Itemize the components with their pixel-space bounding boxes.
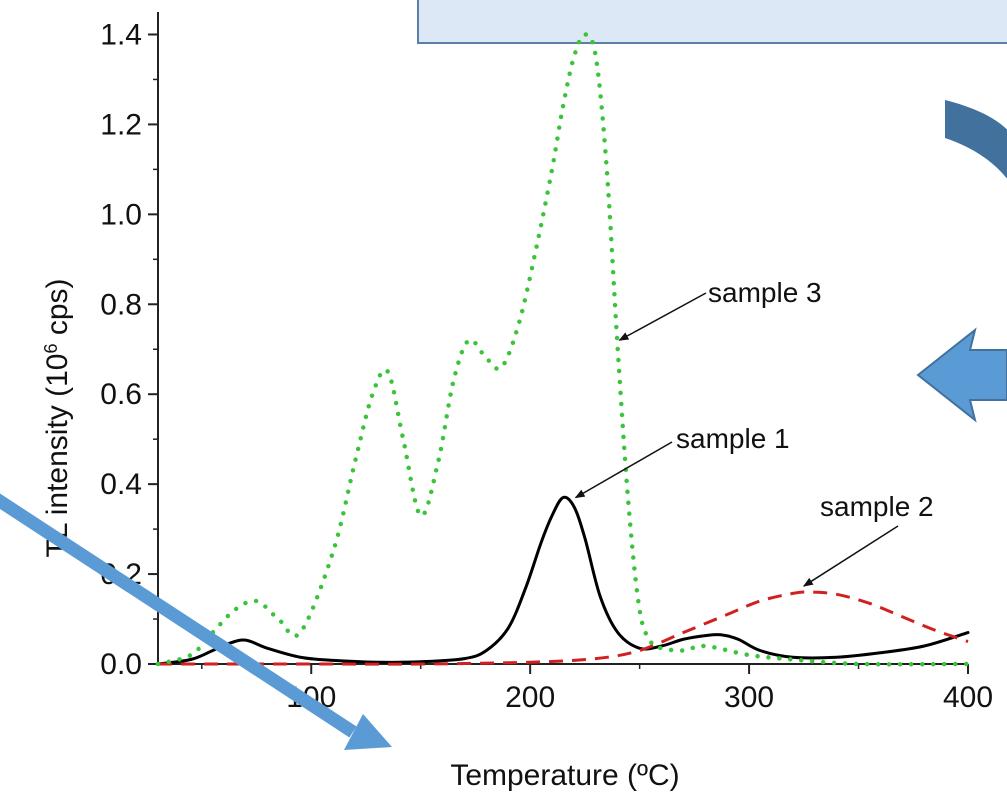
annotation-arrow: [574, 441, 673, 499]
annotation-sample-1: sample 1: [574, 423, 790, 499]
annotation-arrow: [618, 292, 707, 341]
y-tick-label: 1.2: [100, 108, 142, 141]
annotation-sample-3: sample 3: [618, 277, 822, 341]
y-tick-label: 1.0: [100, 198, 142, 231]
series-line-sample-1: [156, 495, 970, 666]
x-axis-label: Temperature (ºC): [450, 759, 679, 792]
y-tick-label: 1.4: [100, 18, 142, 51]
y-axis-label: TL intensity (106 cps): [41, 278, 74, 557]
annotation-arrow: [802, 525, 899, 587]
y-axis-label-suffix: cps): [41, 278, 74, 343]
title-banner: [417, 0, 1007, 44]
slide-arrows: [0, 327, 1007, 750]
y-tick-label: 0.0: [100, 648, 142, 681]
curved-arrow-shape: [945, 100, 1007, 179]
annotation-label: sample 2: [820, 491, 934, 522]
left-block-arrow: [916, 327, 1007, 423]
y-tick-label: 0.4: [100, 468, 142, 501]
series-line-sample-3: [155, 32, 971, 667]
annotation-label: sample 3: [708, 277, 822, 308]
diagonal-arrow: [0, 493, 392, 750]
x-tick-label: 400: [943, 681, 993, 714]
annotation-sample-2: sample 2: [802, 491, 934, 587]
slide-overlay: [417, 0, 1007, 179]
series-line-sample-2: [158, 590, 969, 666]
y-tick-label: 0.8: [100, 288, 142, 321]
series-layer: [155, 32, 971, 667]
x-tick-label: 200: [505, 681, 555, 714]
x-tick-label: 300: [724, 681, 774, 714]
x-ticks: 100200300400: [201, 664, 993, 714]
annotations: sample 3 sample 1 sample 2: [574, 277, 934, 587]
y-tick-label: 0.6: [100, 378, 142, 411]
y-axis-label-sup: 6: [41, 344, 61, 354]
y-axis-label-prefix: TL intensity (10: [41, 354, 74, 558]
annotation-label: sample 1: [676, 423, 790, 454]
